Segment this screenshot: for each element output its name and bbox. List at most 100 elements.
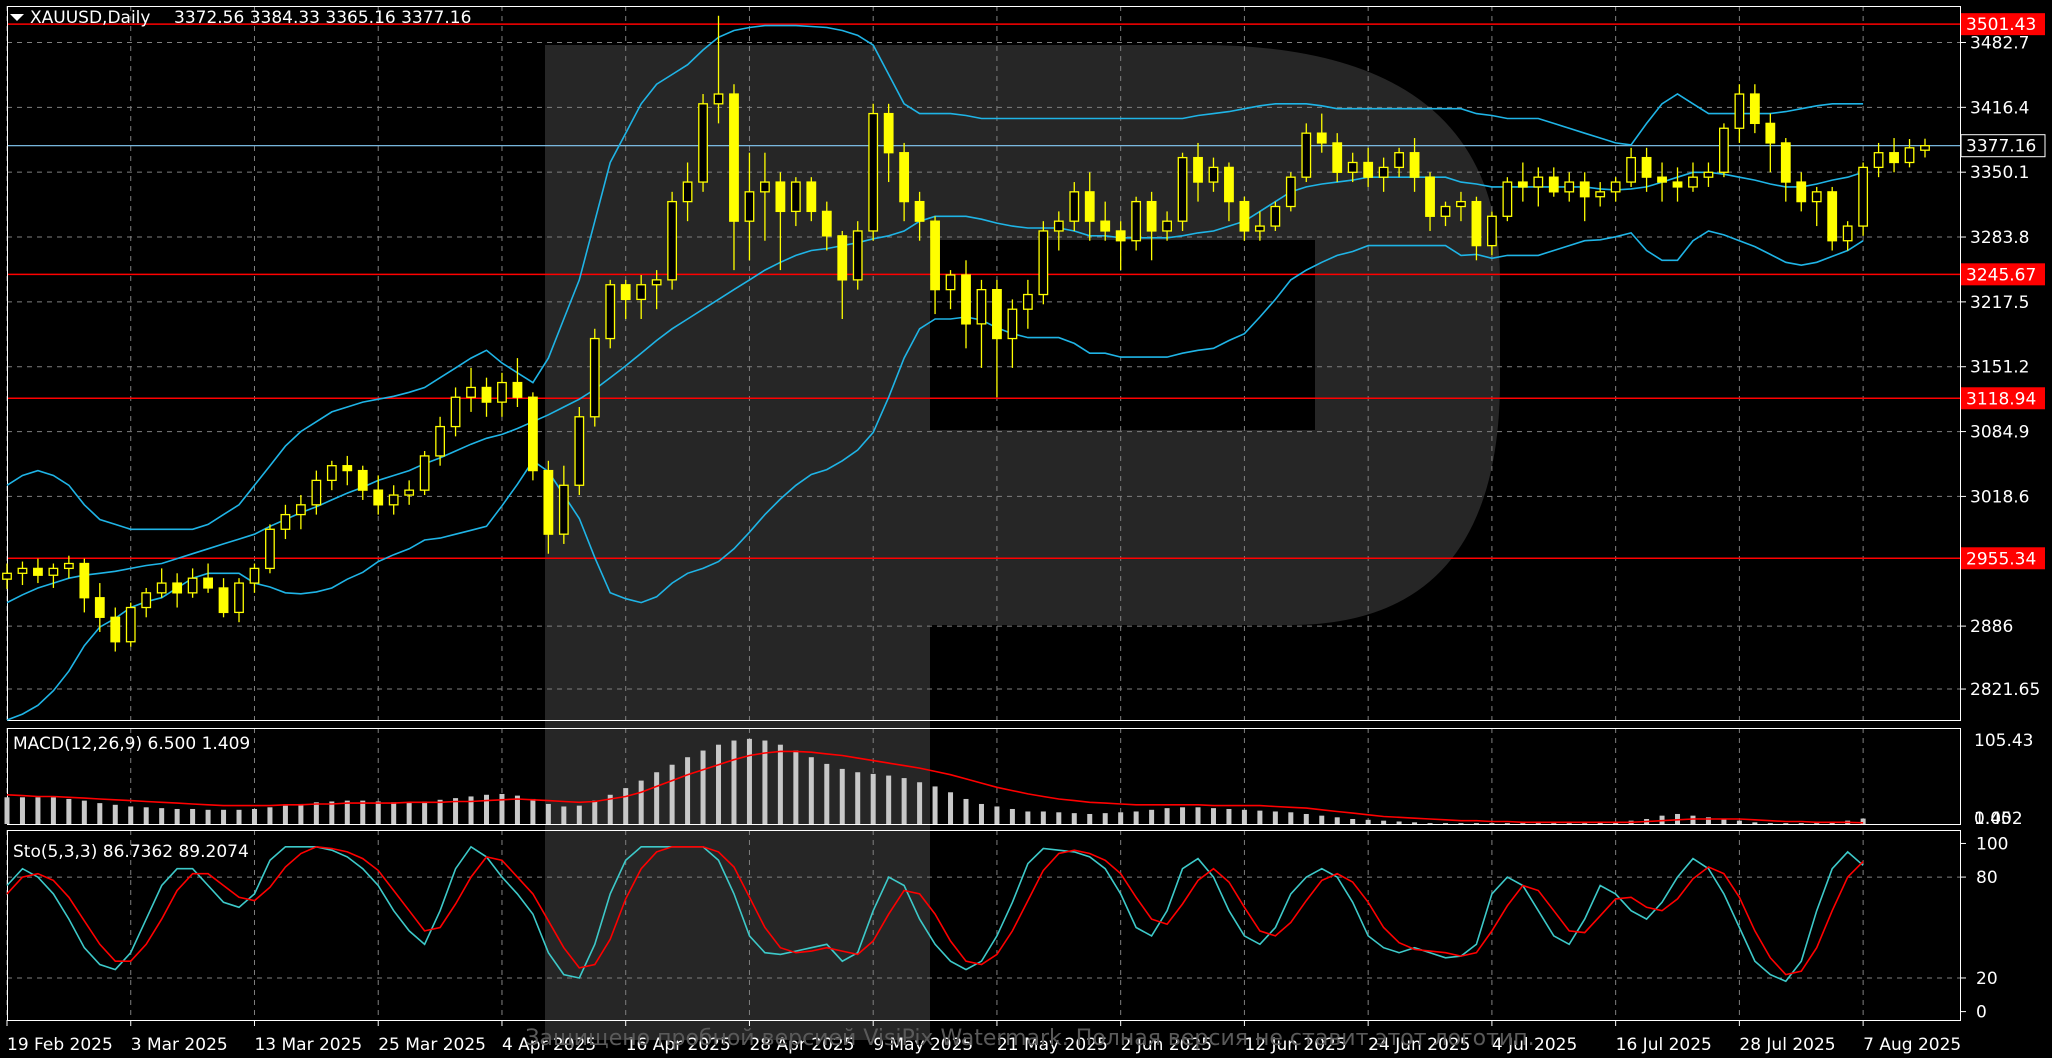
- macd-histogram-bar: [1767, 823, 1773, 824]
- macd-histogram-bar: [1659, 815, 1665, 824]
- price-tick-label: 3416.4: [1970, 98, 2029, 118]
- candle-bullish: [1811, 191, 1822, 203]
- candle-bearish: [512, 381, 523, 398]
- candle-bearish: [1796, 181, 1807, 203]
- candle-bullish: [187, 577, 198, 594]
- macd-histogram-bar: [994, 806, 1000, 824]
- candle-bullish: [141, 592, 152, 609]
- candle-bullish: [667, 200, 678, 281]
- watermark-text: Защищено пробной версией VisiPix Waterma…: [525, 1026, 1534, 1051]
- candle-bullish: [1564, 181, 1575, 193]
- macd-histogram-bar: [561, 806, 567, 824]
- macd-histogram-bar: [313, 802, 319, 824]
- bollinger-upper-line: [6, 24, 1864, 531]
- level-badge-label: 3501.43: [1966, 15, 2036, 35]
- macd-histogram-bar: [886, 775, 892, 824]
- candle-bullish: [125, 606, 136, 643]
- macd-histogram-bar: [978, 803, 984, 824]
- candle-bearish: [1193, 156, 1203, 183]
- candle-bullish: [1378, 166, 1389, 178]
- candle-bearish: [218, 587, 229, 614]
- candle-bullish: [2, 572, 12, 580]
- candle-bearish: [806, 181, 817, 213]
- macd-histogram-bar: [731, 740, 737, 824]
- candle-bearish: [620, 284, 631, 301]
- candle-bullish: [1502, 181, 1513, 217]
- macd-histogram-bar: [1195, 807, 1201, 824]
- macd-histogram-bar: [190, 808, 196, 824]
- candle-bullish: [1285, 176, 1296, 208]
- macd-tick-label: 0.00: [1974, 809, 2012, 829]
- macd-histogram-bar: [762, 740, 768, 824]
- candle-bearish: [79, 562, 90, 599]
- price-panel[interactable]: [2, 15, 1930, 721]
- candle-bearish: [1100, 220, 1111, 232]
- candle-bullish: [744, 191, 755, 222]
- candle-bearish: [373, 489, 384, 506]
- macd-histogram-bar: [1752, 822, 1758, 824]
- candle-bearish: [1579, 181, 1590, 198]
- macd-histogram-bar: [1427, 823, 1433, 824]
- candle-bullish: [156, 582, 167, 594]
- time-tick-label: 21 May 2025: [997, 1035, 1108, 1055]
- macd-histogram-bar: [932, 786, 938, 824]
- macd-histogram-bar: [1705, 817, 1711, 824]
- candle-bullish: [1347, 161, 1358, 173]
- candle-bullish: [1920, 145, 1930, 151]
- macd-histogram-bar: [4, 797, 10, 824]
- collapse-arrow-icon[interactable]: [10, 14, 24, 21]
- macd-histogram-bar: [870, 773, 876, 824]
- candle-bearish: [543, 469, 554, 535]
- time-tick-label: 7 Aug 2025: [1863, 1035, 1961, 1055]
- candle-bullish: [388, 494, 399, 506]
- level-badge-label: 2955.34: [1966, 549, 2036, 569]
- candle-bearish: [1749, 93, 1760, 125]
- candle-bullish: [1270, 205, 1281, 227]
- macd-histogram-bar: [406, 802, 412, 824]
- macd-histogram-bar: [1412, 822, 1418, 824]
- macd-panel[interactable]: [4, 738, 1866, 824]
- candle-bearish: [821, 210, 832, 237]
- candle-bearish: [110, 616, 121, 643]
- macd-histogram-bar: [236, 809, 242, 824]
- macd-tick-label: 1.452: [1974, 809, 2023, 829]
- bollinger-lower-line: [6, 230, 1864, 721]
- price-tick-label: 3151.2: [1970, 358, 2029, 378]
- candle-bullish: [1703, 171, 1714, 178]
- level-badge-label: 3245.67: [1966, 265, 2036, 285]
- candle-bearish: [1316, 132, 1327, 144]
- current-price-label: 3377.16: [1966, 137, 2036, 157]
- macd-histogram-bar: [81, 800, 87, 824]
- macd-histogram-bar: [623, 788, 629, 824]
- macd-histogram-bar: [1025, 811, 1031, 824]
- candle-bullish: [280, 513, 291, 530]
- candle-bullish: [17, 567, 28, 574]
- macd-histogram-bar: [1520, 823, 1526, 824]
- macd-histogram-bar: [1535, 823, 1541, 824]
- level-badge: [1961, 263, 2045, 286]
- macd-histogram-bar: [1458, 823, 1464, 824]
- stochastic-panel[interactable]: [6, 845, 1864, 983]
- candle-bearish: [33, 567, 43, 576]
- candle-bearish: [1827, 191, 1838, 242]
- stochastic-tick-label: 20: [1976, 969, 1998, 989]
- candle-bearish: [172, 582, 183, 594]
- macd-histogram-bar: [948, 792, 954, 824]
- macd-histogram-bar: [638, 780, 644, 824]
- macd-histogram-bar: [1783, 823, 1789, 824]
- candle-bullish: [636, 284, 647, 301]
- candle-bullish: [558, 484, 569, 535]
- candle-bearish: [1780, 142, 1791, 183]
- candle-bearish: [527, 396, 538, 472]
- candle-bullish: [1394, 152, 1405, 169]
- macd-histogram-bar: [1272, 811, 1278, 824]
- macd-histogram-bar: [375, 801, 381, 824]
- stochastic-title: Sto(5,3,3) 86.7362 89.2074: [13, 842, 249, 862]
- macd-histogram-bar: [1721, 818, 1727, 824]
- macd-tick-label: 105.43: [1974, 731, 2033, 751]
- macd-histogram-bar: [669, 764, 675, 824]
- macd-histogram-bar: [700, 750, 706, 824]
- candle-bullish: [1610, 181, 1621, 193]
- candle-bullish: [1131, 200, 1142, 242]
